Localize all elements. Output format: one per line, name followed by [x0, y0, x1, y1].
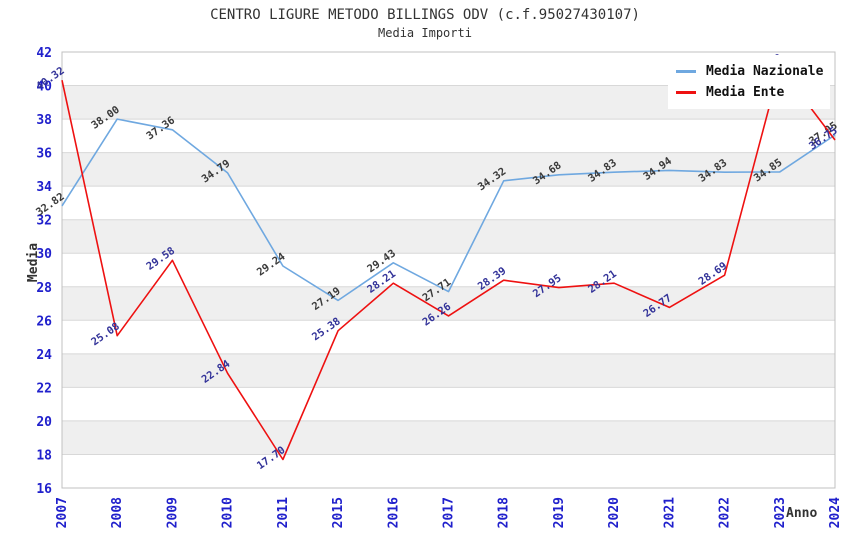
- y-tick-label: 26: [36, 314, 52, 329]
- plot-border: [61, 51, 836, 489]
- y-tick-label: 28: [36, 281, 52, 296]
- x-tick-label: 2020: [607, 497, 622, 528]
- y-tick-label: 32: [36, 214, 52, 229]
- y-axis-title: Media: [26, 242, 42, 283]
- chart-title: CENTRO LIGURE METODO BILLINGS ODV (c.f.9…: [210, 7, 640, 23]
- y-tick-label: 42: [36, 46, 52, 61]
- x-tick-label: 2017: [442, 497, 457, 528]
- x-tick-label: 2019: [552, 497, 567, 528]
- chart-subtitle: Media Importi: [378, 26, 472, 40]
- x-tick-label: 2023: [773, 497, 788, 528]
- y-tick-label: 30: [36, 247, 52, 262]
- legend-label: Media Nazionale: [706, 64, 824, 79]
- plot-band: [62, 353, 835, 388]
- y-tick-label: 16: [36, 482, 52, 497]
- x-tick-label: 2011: [276, 497, 291, 528]
- y-tick-label: 22: [36, 381, 52, 396]
- y-tick-label: 24: [36, 348, 52, 363]
- y-tick-label: 20: [36, 415, 52, 430]
- x-tick-label: 2007: [55, 497, 70, 528]
- media-ente-line: [61, 66, 836, 461]
- y-tick-label: 40: [36, 80, 52, 95]
- legend-item-media-nazionale: Media Nazionale: [676, 61, 824, 82]
- x-axis-title: Anno: [786, 506, 818, 521]
- x-tick-label: 2018: [497, 497, 512, 528]
- plot-band: [62, 420, 835, 455]
- x-tick-label: 2009: [165, 497, 180, 528]
- legend-item-media-ente: Media Ente: [676, 82, 822, 103]
- x-tick-label: 2024: [828, 497, 843, 528]
- x-tick-label: 2015: [331, 497, 346, 528]
- media-ente-line-swatch: [676, 91, 696, 94]
- plot-band: [62, 152, 835, 187]
- x-tick-label: 2010: [221, 497, 236, 528]
- y-tick-label: 38: [36, 113, 52, 128]
- media-nazionale-line-swatch: [676, 70, 696, 73]
- legend: Media Nazionale Media Ente: [668, 55, 830, 109]
- x-tick-label: 2022: [718, 497, 733, 528]
- media-nazionale-line: [61, 118, 836, 302]
- plot-band: [62, 219, 835, 254]
- y-tick-label: 36: [36, 147, 52, 162]
- y-tick-label: 34: [36, 180, 52, 195]
- x-tick-label: 2021: [662, 497, 677, 528]
- y-tick-label: 18: [36, 448, 52, 463]
- legend-label: Media Ente: [706, 85, 785, 100]
- x-tick-label: 2016: [386, 497, 401, 528]
- x-tick-label: 2008: [110, 497, 125, 528]
